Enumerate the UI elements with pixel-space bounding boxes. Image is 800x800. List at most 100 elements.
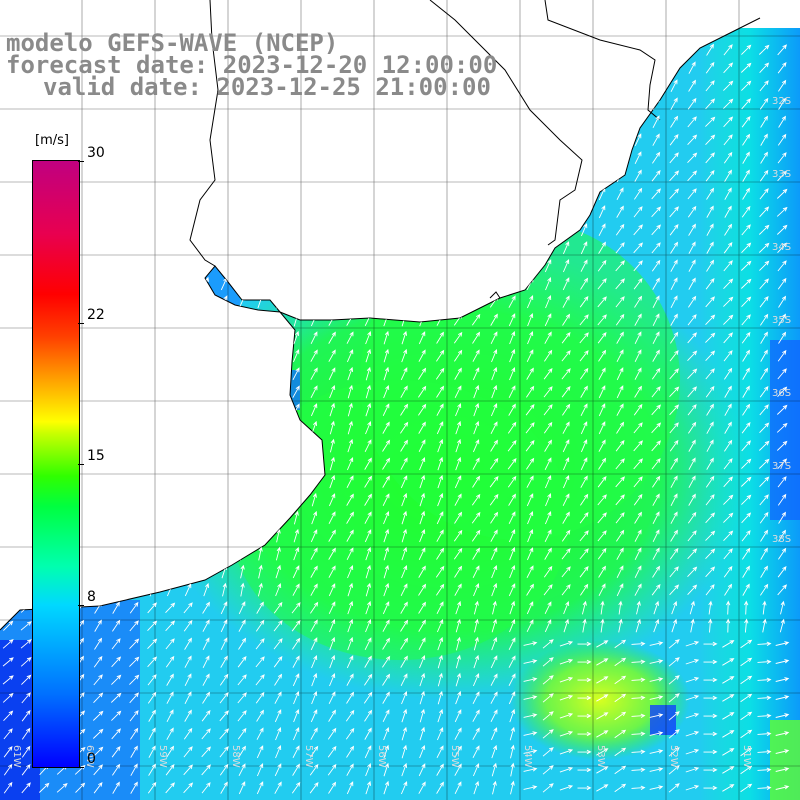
wind-arrow [346, 493, 354, 506]
wind-arrow [147, 781, 157, 794]
wind-arrow [365, 348, 372, 363]
wind-arrow [221, 475, 228, 489]
wind-arrow [185, 204, 191, 219]
wind-arrow [616, 529, 625, 542]
wind-arrow [740, 639, 753, 649]
wind-arrow [240, 348, 245, 363]
wind-arrow [328, 349, 336, 362]
wind-arrow [615, 296, 625, 308]
wind-arrow [562, 475, 570, 489]
wind-arrow [579, 367, 589, 380]
wind-arrow [580, 385, 588, 398]
wind-arrow [723, 134, 733, 146]
wind-arrow [131, 457, 138, 471]
wind-arrow [723, 512, 734, 523]
wind-arrow [543, 151, 553, 164]
wind-arrow [239, 439, 246, 453]
wind-arrow [649, 749, 664, 754]
wind-arrow [472, 439, 480, 453]
wind-arrow [418, 205, 426, 218]
wind-arrow [705, 296, 715, 308]
wind-arrow [148, 421, 156, 435]
wind-arrow [508, 97, 516, 111]
forecast-date: forecast date: 2023-12-20 12:00:00 [6, 51, 498, 79]
wind-arrow [203, 276, 209, 291]
wind-arrow [724, 439, 733, 452]
wind-arrow [472, 151, 480, 165]
wind-arrow [725, 618, 731, 633]
wind-arrow [777, 584, 787, 596]
wind-arrow [437, 492, 444, 507]
wind-arrow [168, 312, 173, 327]
wind-arrow [24, 546, 29, 561]
wind-arrow [726, 600, 731, 615]
wind-arrow [221, 366, 227, 381]
wind-arrow [363, 691, 373, 704]
wind-arrow [490, 727, 498, 741]
wind-arrow [670, 493, 678, 507]
wind-arrow [382, 421, 390, 434]
colorbar-tick-label: 0 [87, 751, 96, 767]
wind-arrow [257, 402, 264, 417]
wind-arrow [329, 438, 335, 453]
wind-arrow [562, 277, 570, 291]
wind-arrow [401, 744, 407, 759]
wind-arrow [723, 44, 733, 56]
wind-arrow [580, 457, 588, 471]
wind-arrow [382, 601, 390, 615]
wind-arrow [526, 169, 535, 182]
wind-arrow [706, 205, 714, 218]
wind-arrow [364, 241, 372, 254]
wind-arrow [328, 493, 336, 507]
wind-arrow [759, 260, 770, 271]
wind-arrow [543, 205, 553, 218]
wind-arrow [437, 258, 444, 273]
wind-arrow [724, 367, 733, 380]
wind-arrow [132, 582, 137, 597]
wind-arrow [722, 640, 735, 648]
wind-arrow [616, 187, 624, 201]
wind-arrow [310, 133, 318, 146]
wind-arrow [491, 582, 498, 597]
wind-arrow [455, 420, 462, 435]
wind-arrow [113, 456, 120, 471]
wind-arrow [559, 640, 574, 647]
wind-arrow [346, 511, 354, 524]
wind-arrow [614, 747, 627, 757]
wind-arrow [150, 492, 155, 507]
wind-arrow [221, 150, 227, 165]
wind-arrow [293, 133, 300, 147]
wind-arrow [382, 277, 390, 290]
wind-arrow [222, 402, 227, 417]
wind-arrow [202, 673, 210, 686]
wind-arrow [634, 529, 642, 542]
wind-arrow [311, 276, 317, 291]
wind-arrow [149, 439, 156, 453]
wind-arrow [202, 547, 210, 561]
wind-arrow [276, 528, 281, 543]
wind-arrow [328, 601, 336, 614]
wind-arrow [616, 565, 624, 579]
wind-arrow [744, 600, 749, 615]
wind-arrow [759, 385, 769, 398]
wind-arrow [508, 295, 516, 308]
wind-arrow [110, 692, 122, 703]
wind-arrow [669, 152, 679, 164]
wind-arrow [652, 529, 660, 543]
wind-arrow [204, 420, 209, 435]
wind-arrow [490, 421, 498, 435]
wind-arrow [670, 475, 678, 488]
wind-arrow [383, 168, 390, 183]
wind-arrow [310, 637, 318, 651]
wind-arrow [454, 367, 462, 380]
wind-arrow [256, 241, 264, 255]
wind-arrow [382, 475, 390, 488]
wind-arrow [5, 258, 11, 273]
wind-arrow [507, 457, 517, 470]
wind-arrow [723, 241, 733, 254]
wind-arrow [780, 600, 785, 615]
wind-arrow [347, 402, 353, 417]
wind-arrow [2, 639, 14, 649]
wind-arrow [490, 313, 498, 326]
wind-arrow [149, 240, 156, 255]
